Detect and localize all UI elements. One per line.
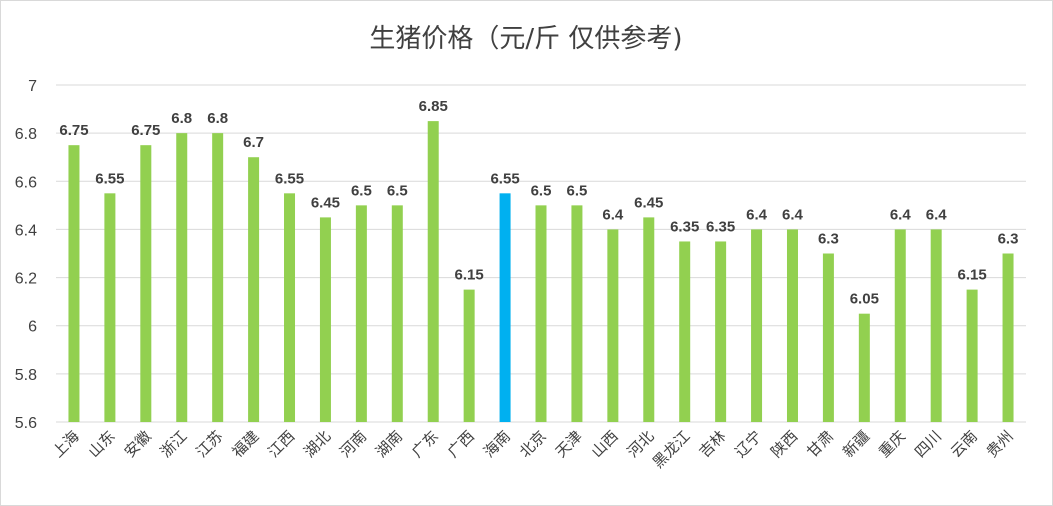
category-labels: 上海 山东 安徽 浙江 江苏 福建 江西 湖北 河南 湖南 广东 广西 海南 北京 天津 山西 河北黑龙江 吉林辽… <box>49 427 1017 472</box>
chart-title: 生猪价格（元/斤 仅供参考) <box>369 24 682 54</box>
category-label: 广西 <box>444 427 478 461</box>
bar-云南 <box>966 289 978 422</box>
bar-河北 <box>643 217 655 422</box>
category-label: 新疆 <box>839 427 873 461</box>
bar-广西 <box>463 289 475 422</box>
bar-四川 <box>930 229 942 422</box>
bar-上海 <box>68 145 80 422</box>
data-label: 6.4 <box>782 206 804 223</box>
data-label: 6.8 <box>207 110 228 127</box>
data-label: 6.35 <box>706 218 735 235</box>
category-label: 河南 <box>336 427 370 461</box>
bar-山西 <box>607 229 619 422</box>
data-label: 6.85 <box>419 98 448 115</box>
data-label: 6.55 <box>275 170 304 187</box>
category-label: 重庆 <box>875 427 909 461</box>
category-label: 陕西 <box>767 427 801 461</box>
category-label: 安徽 <box>121 427 155 461</box>
bar-新疆 <box>858 313 870 422</box>
data-label: 6.5 <box>566 182 587 199</box>
bar-黑龙江 <box>679 241 691 422</box>
bar-湖北 <box>319 217 331 422</box>
bar-重庆 <box>894 229 906 422</box>
category-label: 吉林 <box>696 427 730 461</box>
y-tick-label: 6.2 <box>15 271 37 288</box>
category-label: 福建 <box>228 427 262 461</box>
category-label: 黑龙江 <box>649 427 694 472</box>
bar-天津 <box>571 205 583 422</box>
data-label: 6.8 <box>171 110 192 127</box>
y-axis-ticks: 5.6 5.8 6 6.2 6.4 6.6 6.8 7 <box>15 78 37 432</box>
category-label: 江西 <box>264 427 298 461</box>
data-label: 6.75 <box>59 122 88 139</box>
bar-北京 <box>535 205 547 422</box>
bar-吉林 <box>715 241 727 422</box>
bar-辽宁 <box>751 229 763 422</box>
data-label: 6.5 <box>387 182 408 199</box>
category-label: 广东 <box>408 427 442 461</box>
data-label: 6.4 <box>890 206 912 223</box>
bar-浙江 <box>176 133 188 422</box>
data-label: 6.4 <box>746 206 768 223</box>
category-label: 云南 <box>947 427 981 461</box>
data-label: 6.7 <box>243 134 264 151</box>
bar-山东 <box>104 193 116 422</box>
data-label: 6.45 <box>311 194 340 211</box>
bar-江西 <box>284 193 296 422</box>
category-label: 天津 <box>552 427 586 461</box>
bar-广东 <box>427 121 439 422</box>
bar-陕西 <box>786 229 798 422</box>
y-tick-label: 5.8 <box>15 367 37 384</box>
data-label: 6.15 <box>455 267 484 284</box>
data-label: 6.55 <box>490 170 519 187</box>
data-label: 6.5 <box>351 182 372 199</box>
category-label: 四川 <box>911 427 945 461</box>
bar-湖南 <box>391 205 403 422</box>
bar-海南 <box>499 193 511 422</box>
bar-安徽 <box>140 145 152 422</box>
data-labels: 6.75 6.55 6.75 6.8 6.8 6.7 6.55 6.45 6.5 6.5 6.85 6… <box>59 98 1018 308</box>
category-label: 湖南 <box>372 427 406 461</box>
data-label: 6.3 <box>998 231 1019 248</box>
bar-福建 <box>248 157 260 422</box>
bar-江苏 <box>212 133 224 422</box>
category-label: 浙江 <box>157 427 191 461</box>
data-label: 6.15 <box>958 267 987 284</box>
category-label: 上海 <box>49 427 83 461</box>
data-label: 6.5 <box>531 182 552 199</box>
y-tick-label: 6.8 <box>15 126 37 143</box>
data-label: 6.35 <box>670 218 699 235</box>
data-label: 6.45 <box>634 194 663 211</box>
data-label: 6.55 <box>95 170 124 187</box>
y-tick-label: 6.4 <box>15 222 37 239</box>
data-label: 6.4 <box>602 206 624 223</box>
data-label: 6.4 <box>926 206 948 223</box>
category-label: 贵州 <box>983 427 1017 461</box>
bar-贵州 <box>1002 253 1014 422</box>
category-label: 山西 <box>588 427 622 461</box>
data-label: 6.3 <box>818 231 839 248</box>
category-label: 北京 <box>516 427 550 461</box>
data-label: 6.75 <box>131 122 160 139</box>
y-tick-label: 6 <box>28 319 37 336</box>
category-label: 甘肃 <box>803 427 837 461</box>
y-tick-label: 7 <box>28 78 37 95</box>
bar-河南 <box>355 205 367 422</box>
y-tick-label: 5.6 <box>15 415 37 432</box>
category-label: 湖北 <box>300 427 334 461</box>
data-label: 6.05 <box>850 291 879 308</box>
bars <box>68 121 1014 422</box>
bar-甘肃 <box>822 253 834 422</box>
category-label: 山东 <box>85 427 119 461</box>
category-label: 海南 <box>480 427 514 461</box>
category-label: 辽宁 <box>731 427 765 461</box>
y-tick-label: 6.6 <box>15 174 37 191</box>
category-label: 江苏 <box>193 427 227 461</box>
